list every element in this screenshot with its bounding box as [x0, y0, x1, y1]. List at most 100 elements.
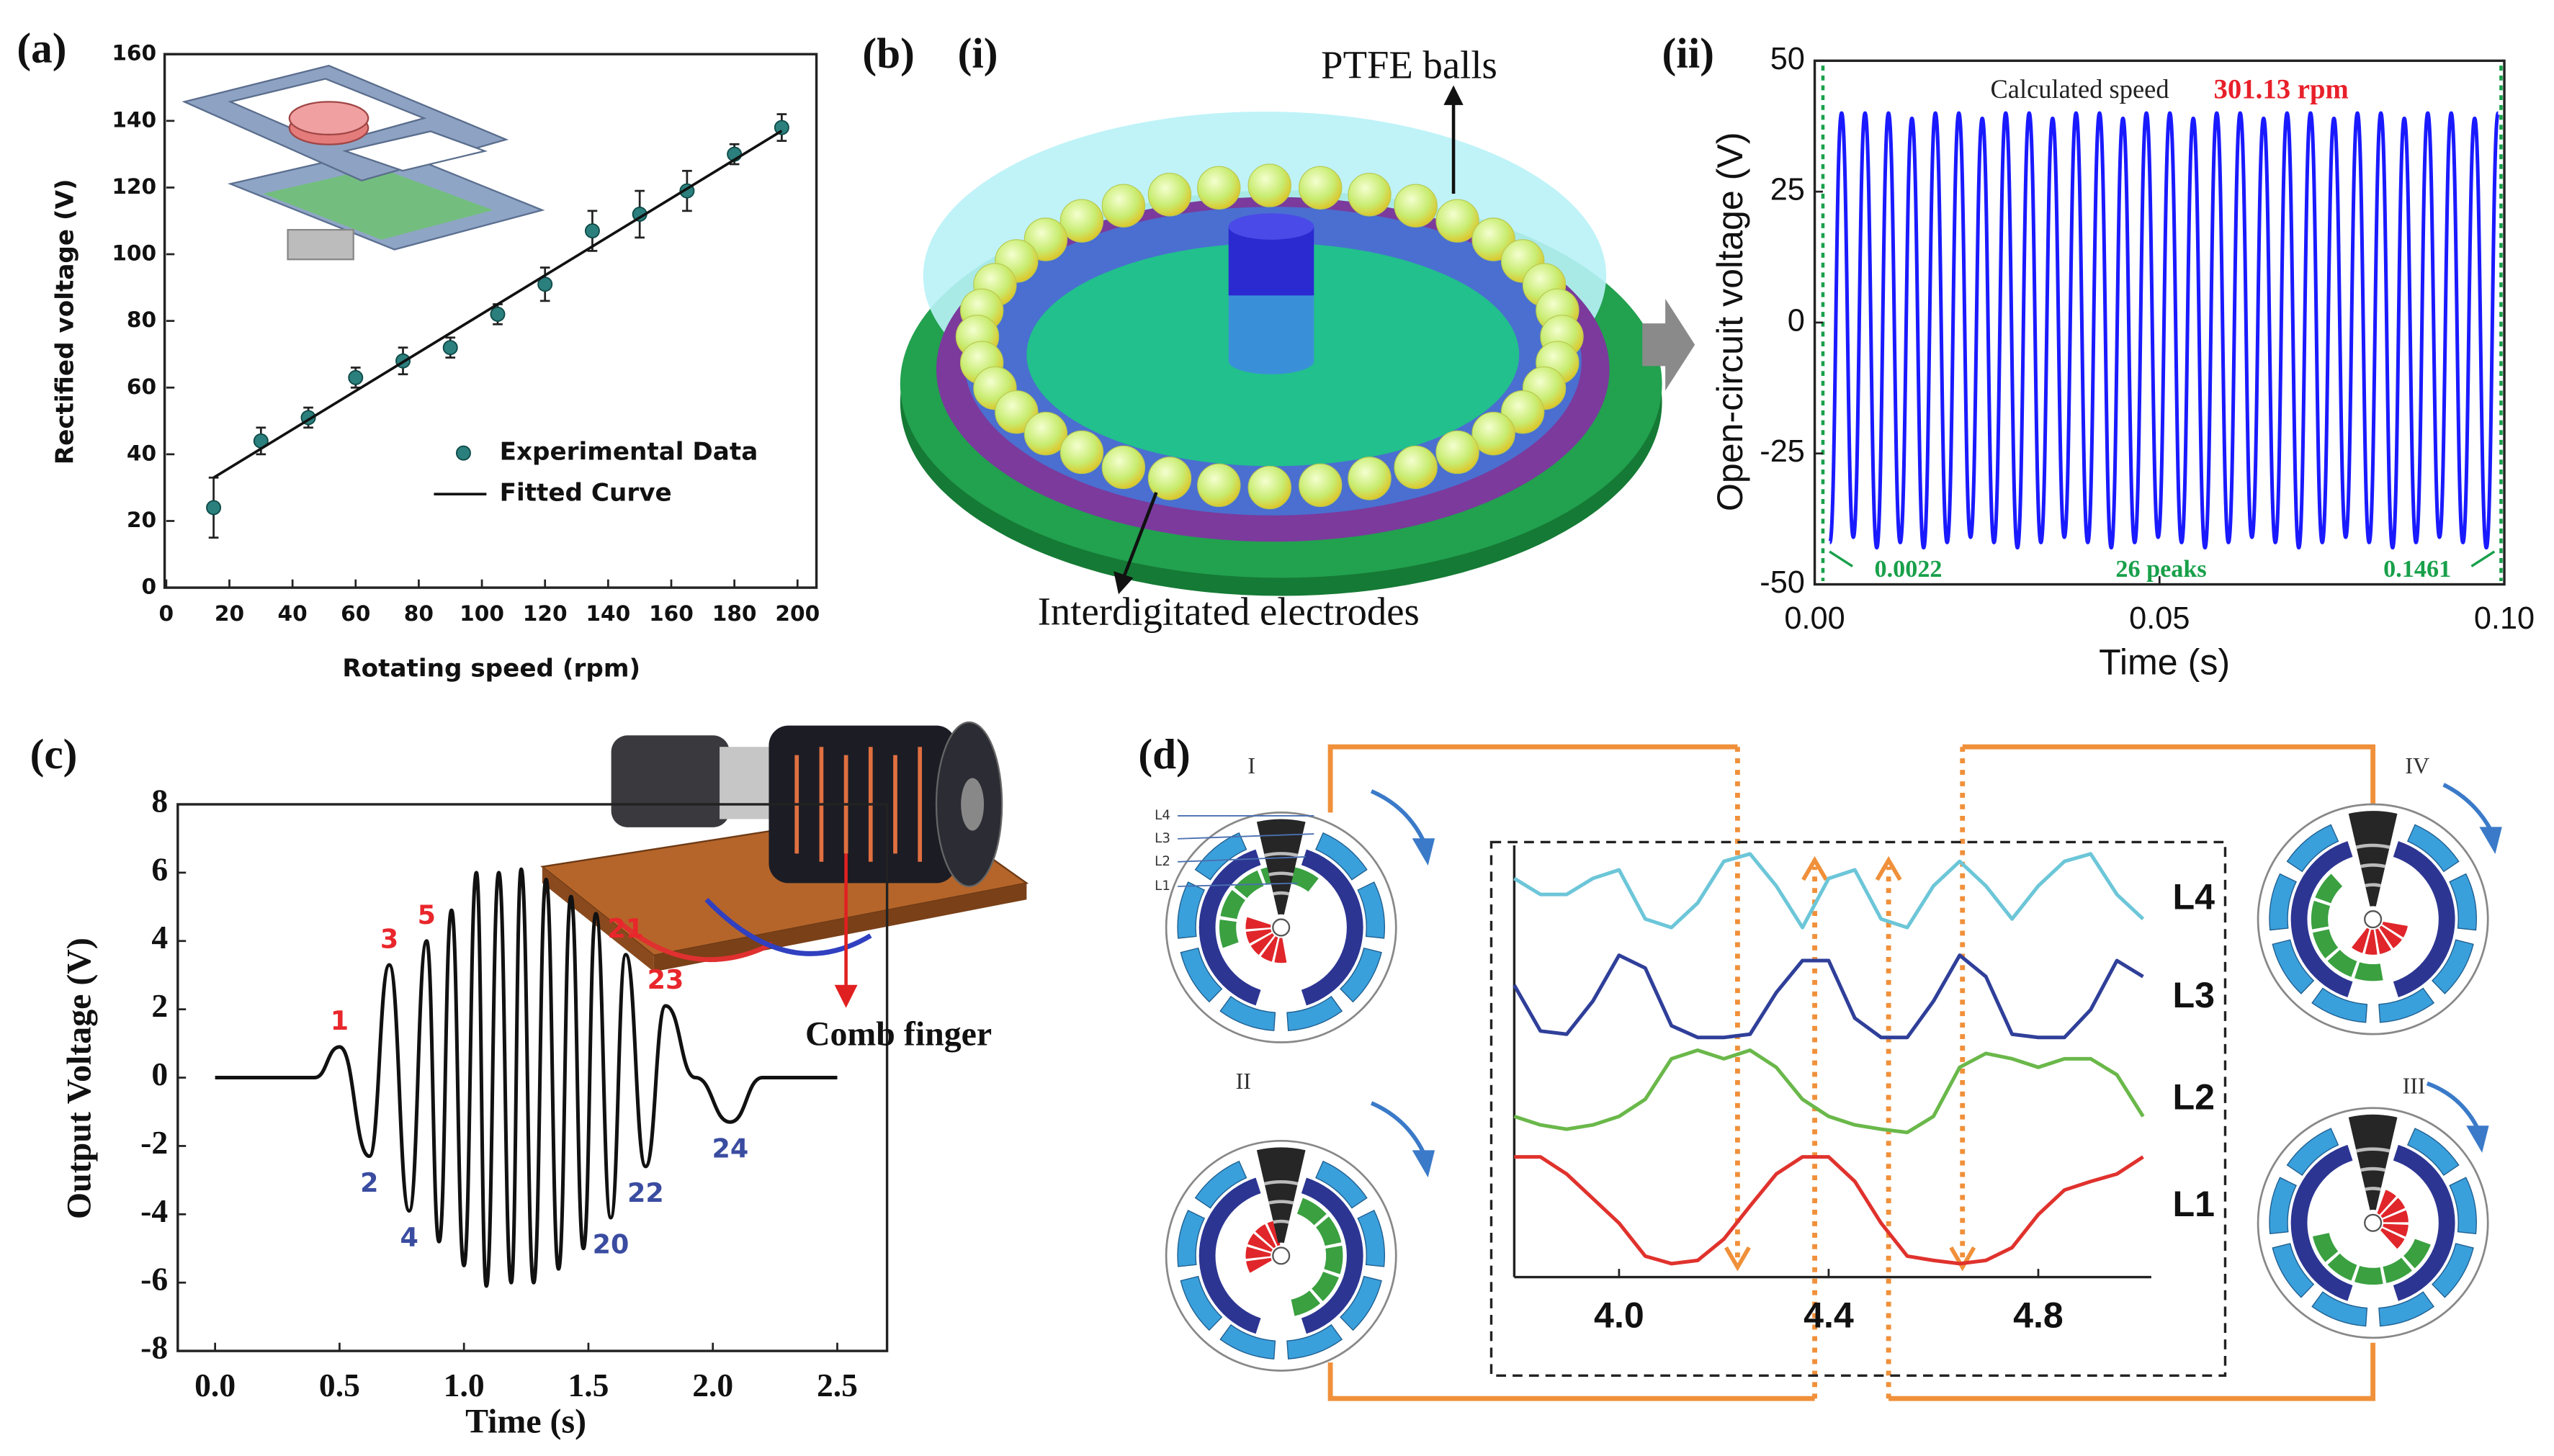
hub [2364, 910, 2383, 929]
inner-electrode [2311, 1231, 2340, 1264]
x-tick-label: 160 [649, 601, 694, 626]
point-label: 2 [360, 1167, 378, 1198]
layer-label: L1 [1155, 878, 1170, 894]
x-tick-label: 4.4 [1804, 1295, 1854, 1336]
legend-label: L3 [2173, 975, 2215, 1015]
arrow [1829, 550, 1853, 567]
inner-electrode [2310, 899, 2332, 931]
arrow [1642, 298, 1695, 391]
panel-label: (c) [30, 730, 78, 778]
mid-electrode [1301, 1177, 1363, 1334]
ball [1101, 445, 1146, 490]
y-tick-label: -2 [140, 1124, 168, 1161]
mid-electrode [2290, 1144, 2353, 1301]
panel-label: (i) [958, 29, 998, 76]
inner-electrode [2311, 927, 2340, 961]
ptfe-device [900, 85, 1662, 596]
x-tick-label: 180 [712, 601, 757, 626]
ball [1348, 457, 1392, 500]
x-tick-label: 0.05 [2129, 601, 2190, 636]
panel-label: (d) [1138, 730, 1190, 778]
data-line [212, 130, 783, 479]
brush [2348, 1114, 2398, 1210]
x-tick-label: 0.00 [1784, 601, 1845, 636]
x-tick-label: 0 [159, 601, 174, 626]
outer-electrode [2311, 1291, 2368, 1327]
y-tick-label: -50 [1760, 565, 1805, 600]
outer-electrode [2406, 1128, 2460, 1176]
inner-electrode [2352, 1264, 2385, 1286]
mid-electrode [2393, 1144, 2455, 1301]
core-electrode [2349, 926, 2371, 955]
brush [1256, 1147, 1306, 1244]
y-tick-label: 60 [127, 374, 156, 399]
ball [1247, 465, 1291, 510]
outer-electrode [2449, 1177, 2477, 1235]
layer-label: L4 [1155, 808, 1170, 823]
panel-label: (a) [17, 24, 66, 72]
outer-electrode [2449, 873, 2477, 931]
stage-label: II [1236, 1069, 1251, 1094]
outer-electrode [2432, 1243, 2474, 1298]
x-tick-label: 20 [215, 601, 244, 626]
point-label: 5 [418, 899, 436, 930]
outer-electrode [1219, 995, 1276, 1031]
point-label: 23 [648, 964, 684, 995]
point-label: 22 [627, 1177, 664, 1208]
y-axis-label: Open-circuit voltage (V) [1710, 132, 1750, 511]
annotation: Calculated speed [1990, 75, 2169, 104]
data-line [1828, 111, 2500, 550]
mid-electrode [1198, 849, 1261, 1006]
inner-electrode [1219, 888, 1247, 921]
y-tick-label: 50 [1770, 42, 1805, 76]
x-tick-label: 40 [278, 601, 308, 626]
outer-electrode [1340, 947, 1382, 1003]
outer-electrode [1180, 1275, 1223, 1331]
brush-gap [1268, 1200, 1294, 1205]
annotation: 26 peaks [2115, 556, 2206, 583]
outer-electrode [1357, 881, 1385, 939]
brush-gap [2365, 1187, 2381, 1191]
outer-electrode [1315, 1160, 1368, 1209]
x-axis-label: Time (s) [2099, 642, 2230, 682]
data-line [1513, 852, 2145, 930]
x-tick-label: 1.5 [568, 1367, 609, 1403]
x-tick-label: 200 [775, 601, 820, 626]
ball [1435, 199, 1479, 243]
brush [2348, 811, 2398, 907]
y-tick-label: 80 [127, 307, 156, 332]
outer-electrode [2432, 939, 2474, 994]
brush-gap [1268, 871, 1294, 876]
ball [1394, 445, 1438, 490]
brush-gap [2356, 843, 2391, 849]
outer-electrode [1194, 832, 1247, 881]
callout: PTFE balls [1321, 42, 1497, 86]
inner-electrode [2352, 960, 2385, 983]
outer-electrode [2406, 824, 2460, 873]
outer-electrode [2286, 824, 2339, 873]
ball [1147, 173, 1192, 217]
inner-electrode [2325, 1251, 2359, 1282]
ball [1197, 463, 1241, 508]
y-tick-label: 40 [127, 440, 156, 465]
hub [1272, 1246, 1291, 1265]
inner-electrode [1309, 1269, 1341, 1303]
outer-electrode [2378, 1291, 2434, 1327]
outer-electrode [1180, 947, 1223, 1003]
brush-gap [1273, 891, 1289, 896]
data-line [1513, 1048, 2145, 1135]
y-tick-label: 140 [112, 107, 156, 132]
mid-electrode [2290, 841, 2353, 997]
ball [1435, 430, 1479, 475]
outer-electrode [2272, 1243, 2315, 1298]
stage-label: I [1247, 753, 1255, 778]
y-tick-label: -4 [140, 1192, 168, 1229]
outer-electrode [2378, 987, 2434, 1023]
outer-electrode [1177, 1210, 1206, 1267]
legend-label: L1 [2173, 1184, 2215, 1224]
x-tick-label: 60 [341, 601, 370, 626]
outer-electrode [2311, 987, 2368, 1023]
mid-electrode [1198, 1177, 1261, 1334]
hub [1272, 918, 1291, 937]
